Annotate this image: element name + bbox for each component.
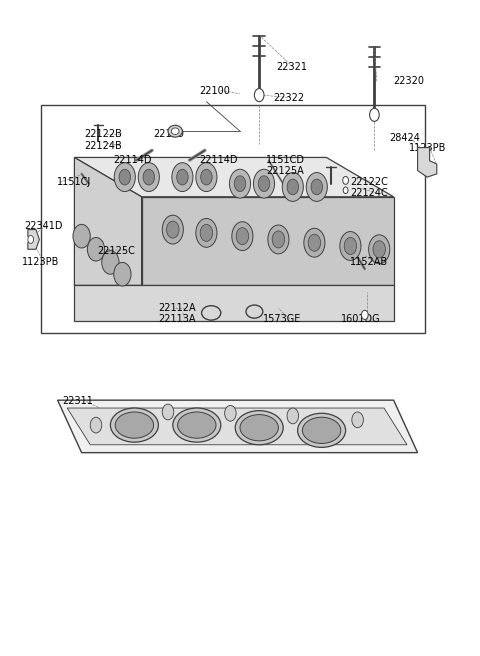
Circle shape: [282, 173, 303, 201]
Text: 1152AB: 1152AB: [350, 257, 388, 268]
Circle shape: [306, 173, 327, 201]
Circle shape: [258, 176, 270, 192]
Polygon shape: [28, 230, 39, 249]
Circle shape: [201, 169, 212, 185]
Circle shape: [162, 404, 174, 420]
Ellipse shape: [168, 125, 182, 137]
Circle shape: [369, 235, 390, 264]
Circle shape: [343, 176, 348, 184]
Circle shape: [229, 169, 251, 198]
Ellipse shape: [298, 413, 346, 447]
Ellipse shape: [240, 415, 278, 441]
Text: 22114D: 22114D: [113, 155, 151, 165]
Text: 22112A: 22112A: [158, 303, 196, 314]
Circle shape: [102, 251, 119, 274]
Text: 1123PB: 1123PB: [409, 142, 446, 153]
Text: 1151CJ: 1151CJ: [57, 177, 91, 188]
Circle shape: [225, 405, 236, 421]
Circle shape: [167, 221, 179, 238]
Text: 22124C: 22124C: [350, 188, 388, 198]
Circle shape: [343, 187, 348, 194]
Text: 22100: 22100: [199, 85, 230, 96]
Text: 22321: 22321: [276, 62, 307, 72]
Text: 1151CD: 1151CD: [266, 155, 305, 165]
Ellipse shape: [110, 408, 158, 442]
Circle shape: [304, 228, 325, 257]
Ellipse shape: [302, 417, 341, 443]
Circle shape: [311, 179, 323, 195]
Polygon shape: [74, 157, 142, 285]
Circle shape: [308, 234, 321, 251]
Text: 22125A: 22125A: [266, 165, 304, 176]
Ellipse shape: [235, 411, 283, 445]
Text: 22320: 22320: [394, 76, 425, 87]
Polygon shape: [67, 408, 407, 445]
Text: 22125C: 22125C: [97, 245, 135, 256]
Text: 22124B: 22124B: [84, 140, 122, 151]
Polygon shape: [418, 148, 437, 177]
Circle shape: [138, 163, 159, 192]
Polygon shape: [74, 285, 394, 321]
Circle shape: [196, 163, 217, 192]
Circle shape: [114, 163, 135, 192]
Circle shape: [253, 169, 275, 198]
Ellipse shape: [173, 408, 221, 442]
Circle shape: [361, 310, 368, 319]
Ellipse shape: [178, 412, 216, 438]
Text: 22322: 22322: [274, 92, 305, 103]
Circle shape: [268, 225, 289, 254]
Circle shape: [373, 241, 385, 258]
Polygon shape: [74, 157, 394, 197]
Circle shape: [272, 231, 285, 248]
Circle shape: [236, 228, 249, 245]
Circle shape: [90, 417, 102, 433]
Text: 28424: 28424: [389, 133, 420, 143]
Circle shape: [370, 108, 379, 121]
Circle shape: [234, 176, 246, 192]
Polygon shape: [58, 400, 418, 453]
Text: 22113A: 22113A: [158, 314, 196, 324]
Text: 22122C: 22122C: [350, 177, 388, 188]
Text: 22129: 22129: [154, 129, 185, 140]
Circle shape: [143, 169, 155, 185]
Circle shape: [162, 215, 183, 244]
Circle shape: [254, 89, 264, 102]
Ellipse shape: [115, 412, 154, 438]
Circle shape: [340, 232, 361, 260]
Circle shape: [352, 412, 363, 428]
Polygon shape: [142, 197, 394, 285]
Text: 22311: 22311: [62, 396, 93, 407]
FancyBboxPatch shape: [41, 105, 425, 333]
Circle shape: [73, 224, 90, 248]
Text: 1601DG: 1601DG: [341, 314, 381, 324]
Ellipse shape: [171, 128, 179, 134]
Circle shape: [172, 163, 193, 192]
Circle shape: [200, 224, 213, 241]
Text: 22341D: 22341D: [24, 221, 62, 232]
Text: 22114D: 22114D: [199, 155, 238, 165]
Circle shape: [28, 236, 34, 243]
Circle shape: [87, 237, 105, 261]
Text: 1573GE: 1573GE: [263, 314, 301, 324]
Circle shape: [287, 179, 299, 195]
Text: 22122B: 22122B: [84, 129, 122, 140]
Circle shape: [196, 218, 217, 247]
Circle shape: [119, 169, 131, 185]
Circle shape: [177, 169, 188, 185]
Circle shape: [287, 408, 299, 424]
Circle shape: [344, 237, 357, 255]
Circle shape: [114, 262, 131, 286]
Text: 1123PB: 1123PB: [22, 257, 59, 268]
Circle shape: [232, 222, 253, 251]
